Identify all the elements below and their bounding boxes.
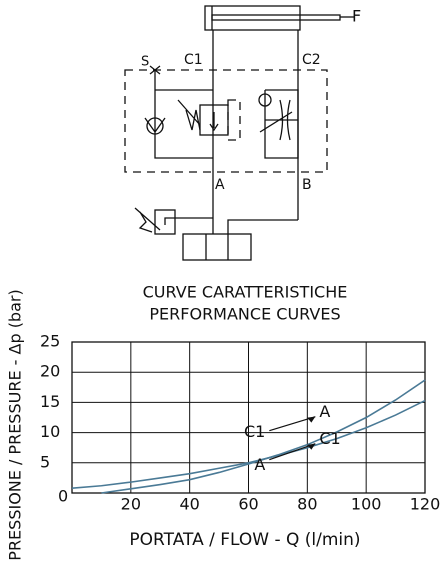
relief-spring: [134, 207, 161, 233]
relief-valve: [154, 209, 176, 235]
spring: [177, 99, 219, 132]
chart-title: CURVE CARATTERISTICHE: [143, 283, 348, 302]
check-valve: [146, 117, 164, 135]
x-tick-label: 80: [297, 495, 317, 514]
label-c1: C1: [184, 52, 203, 68]
x-tick-label: 120: [410, 495, 440, 514]
y-tick-label: 0: [58, 487, 68, 506]
y-tick-label: 15: [40, 392, 60, 411]
annotation-from: C1: [244, 422, 265, 441]
curve: [71, 399, 426, 489]
rod: [211, 14, 341, 21]
y-tick-label: 25: [40, 332, 60, 351]
pilot: [227, 99, 241, 141]
valve-block: [124, 69, 328, 173]
arrow-head: [307, 416, 316, 423]
label-a: A: [215, 177, 225, 193]
chart-title: PERFORMANCE CURVES: [149, 305, 340, 324]
y-tick-label: 5: [40, 452, 50, 471]
annotation-arrow: [269, 416, 316, 432]
label-c2: C2: [302, 52, 321, 68]
directional-valve: [182, 233, 252, 261]
internal-lines: [154, 70, 299, 159]
check-seat: [144, 117, 166, 134]
x-tick-label: 20: [121, 495, 141, 514]
annotation-from: A: [254, 455, 265, 474]
x-axis-label: PORTATA / FLOW - Q (l/min): [129, 530, 360, 550]
throttle: [259, 99, 293, 141]
y-tick-label: 20: [40, 362, 60, 381]
annotation-to: A: [319, 402, 330, 421]
x-tick-label: 100: [351, 495, 382, 514]
cylinder: [204, 5, 301, 31]
y-axis-label: PRESSIONE / PRESSURE - Δp (bar): [6, 289, 25, 560]
port-s: [149, 65, 161, 75]
label-s: S: [141, 55, 149, 70]
y-tick-label: 10: [40, 422, 60, 441]
annotation-to: C1: [319, 429, 340, 448]
x-tick-label: 60: [238, 495, 258, 514]
hydraulic-diagram: F S C1 C2 A B: [124, 5, 361, 261]
check-2: [258, 93, 272, 107]
label-f: F: [352, 7, 361, 26]
pump-lines: [164, 205, 298, 234]
label-b: B: [302, 177, 312, 193]
arrow-head: [307, 443, 316, 450]
x-tick-label: 40: [179, 495, 199, 514]
annotation-arrow: [269, 443, 316, 461]
